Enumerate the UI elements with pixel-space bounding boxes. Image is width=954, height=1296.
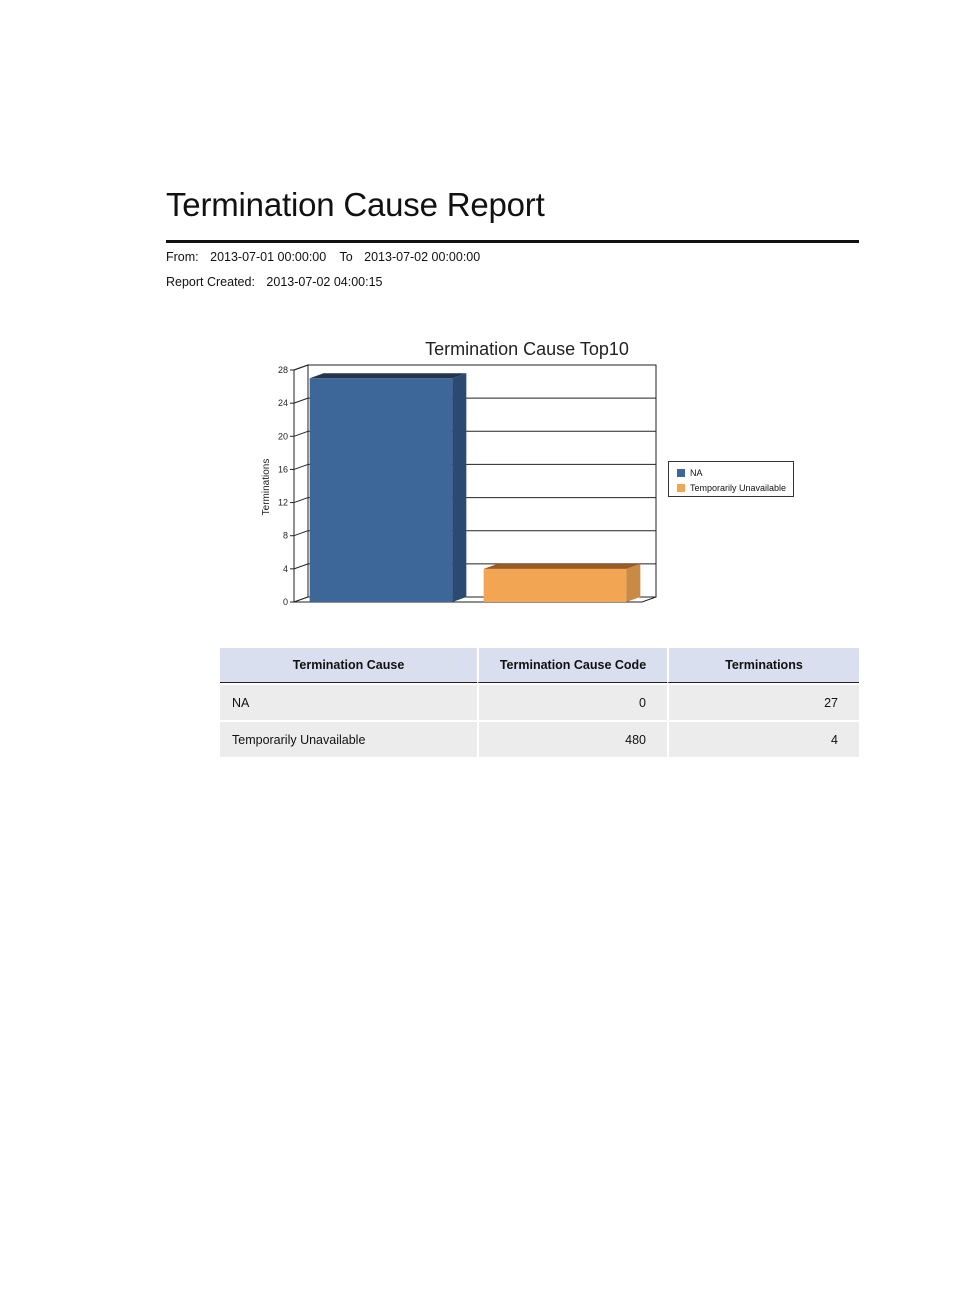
legend-swatch bbox=[677, 468, 685, 477]
title-divider bbox=[166, 240, 859, 243]
from-value: 2013-07-01 00:00:00 bbox=[210, 250, 327, 264]
gridline-side bbox=[293, 463, 309, 470]
gridline-side bbox=[293, 397, 309, 404]
y-tick-label: 8 bbox=[283, 531, 288, 541]
y-tick-label: 4 bbox=[283, 564, 288, 574]
y-axis-label: Terminations bbox=[261, 459, 272, 516]
gridline-side bbox=[293, 364, 309, 371]
y-tick-label: 12 bbox=[278, 498, 288, 508]
bar-top-0 bbox=[309, 373, 467, 379]
termination-cause-chart: Termination Cause Top10 Terminations 0 4 8… bbox=[250, 330, 810, 620]
table-row: NA 0 27 bbox=[220, 683, 859, 720]
created-value: 2013-07-02 04:00:15 bbox=[266, 275, 383, 289]
to-value: 2013-07-02 00:00:00 bbox=[364, 250, 481, 264]
report-title: Termination Cause Report bbox=[166, 186, 545, 223]
header-termination-cause-code: Termination Cause Code bbox=[477, 648, 667, 683]
gridline-side bbox=[293, 530, 309, 537]
chart-y-ticks: 0 4 8 12 16 20 24 28 bbox=[278, 365, 295, 607]
table-row: Temporarily Unavailable 480 4 bbox=[220, 720, 859, 757]
to-label: To bbox=[339, 250, 353, 264]
gridline-side bbox=[293, 563, 309, 570]
chart-title: Termination Cause Top10 bbox=[425, 339, 629, 359]
header-termination-cause: Termination Cause bbox=[220, 648, 477, 683]
bar-0 bbox=[309, 378, 453, 602]
y-tick-label: 24 bbox=[278, 398, 288, 408]
y-tick-label: 16 bbox=[278, 464, 288, 474]
bar-chart-svg: Termination Cause Top10 Terminations 0 4 8… bbox=[261, 339, 657, 607]
chart-legend: NA Temporarily Unavailable bbox=[668, 461, 794, 497]
created-label: Report Created: bbox=[166, 275, 255, 289]
bar-side-1 bbox=[626, 563, 641, 602]
y-tick-label: 28 bbox=[278, 365, 288, 375]
chart-bars bbox=[309, 373, 641, 602]
cell-cause: NA bbox=[220, 683, 477, 720]
legend-item-na: NA bbox=[677, 465, 793, 480]
table-header-row: Termination Cause Termination Cause Code… bbox=[220, 648, 859, 683]
gridline-side bbox=[293, 430, 309, 437]
results-table: Termination Cause Termination Cause Code… bbox=[220, 648, 859, 757]
bar-side-0 bbox=[452, 373, 467, 602]
bar-top-1 bbox=[483, 563, 641, 569]
legend-swatch bbox=[677, 483, 685, 492]
gridline-side bbox=[293, 497, 309, 504]
cell-code: 0 bbox=[477, 683, 667, 720]
report-created: Report Created: 2013-07-02 04:00:15 bbox=[166, 275, 393, 289]
legend-item-temporarily-unavailable: Temporarily Unavailable bbox=[677, 480, 793, 495]
y-tick-label: 0 bbox=[283, 597, 288, 607]
cell-cause: Temporarily Unavailable bbox=[220, 720, 477, 757]
cell-terminations: 27 bbox=[667, 683, 859, 720]
cell-code: 480 bbox=[477, 720, 667, 757]
cell-terminations: 4 bbox=[667, 720, 859, 757]
header-terminations: Terminations bbox=[667, 648, 859, 683]
legend-label: NA bbox=[690, 467, 703, 478]
date-range: From: 2013-07-01 00:00:00 To 2013-07-02 … bbox=[166, 250, 490, 264]
bar-1 bbox=[483, 568, 627, 602]
from-label: From: bbox=[166, 250, 199, 264]
legend-label: Temporarily Unavailable bbox=[690, 482, 787, 493]
y-tick-label: 20 bbox=[278, 431, 288, 441]
